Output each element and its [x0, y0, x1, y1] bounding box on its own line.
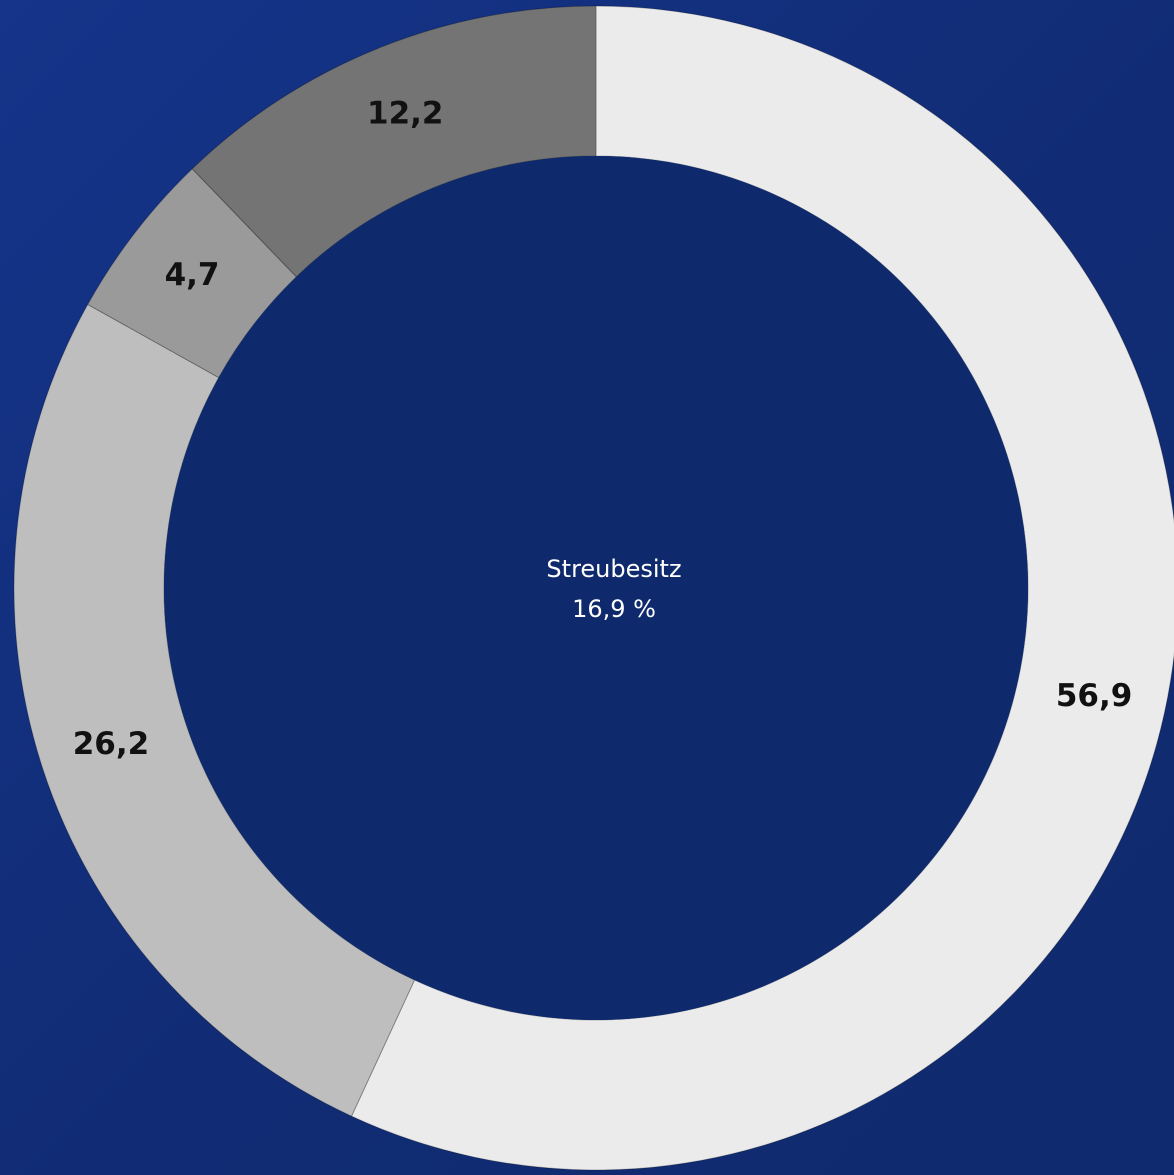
slice-label: 56,9 — [1056, 678, 1133, 714]
center-title: Streubesitz — [546, 555, 681, 583]
slice-label: 26,2 — [73, 726, 150, 762]
slice-label: 12,2 — [367, 96, 444, 132]
slice-label: 4,7 — [165, 257, 220, 293]
center-value: 16,9 % — [572, 595, 656, 623]
donut-hole — [164, 156, 1028, 1020]
